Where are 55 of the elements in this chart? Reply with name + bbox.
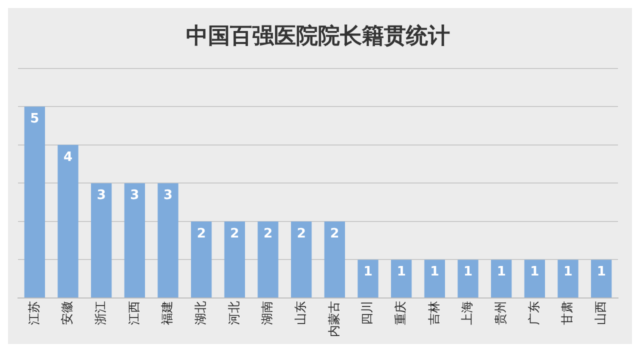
bar: [24, 106, 45, 298]
x-tick-label: 贵州: [493, 301, 508, 325]
data-label: 2: [296, 226, 306, 242]
x-tick-label: 重庆: [393, 301, 408, 325]
data-label: 2: [230, 226, 240, 242]
data-label: 1: [396, 264, 406, 280]
x-tick-label: 广东: [526, 301, 541, 325]
bar: [391, 260, 412, 298]
bar: [224, 221, 245, 298]
x-tick-label: 山东: [293, 301, 308, 325]
bar: [191, 221, 212, 298]
x-tick-label: 吉林: [426, 301, 441, 325]
data-label: 3: [130, 188, 140, 204]
bar: [91, 183, 112, 298]
bar: [524, 260, 545, 298]
bar: [424, 260, 445, 298]
x-tick-label: 湖南: [260, 301, 274, 325]
x-tick-label: 四川: [360, 301, 374, 325]
x-tick-label: 湖北: [193, 301, 208, 325]
bar: [358, 260, 378, 298]
data-label: 2: [196, 226, 206, 242]
bar: [324, 221, 345, 298]
bar: [58, 144, 78, 298]
data-label: 1: [430, 264, 440, 280]
bar: [491, 260, 512, 298]
data-label: 1: [596, 264, 606, 280]
data-label: 2: [263, 226, 273, 242]
data-label: 5: [30, 112, 40, 127]
x-tick-label: 福建: [160, 301, 174, 325]
x-tick-label: 江苏: [26, 301, 41, 325]
data-label: 3: [96, 188, 106, 204]
bar: [124, 183, 145, 298]
bar: [558, 260, 578, 298]
data-label: 1: [563, 264, 573, 280]
data-label: 3: [163, 188, 173, 204]
x-tick-label: 江西: [126, 301, 141, 325]
bar: [158, 183, 178, 298]
x-tick-label: 上海: [460, 301, 474, 325]
bar: [458, 260, 478, 298]
data-label: 1: [530, 264, 540, 280]
data-label: 1: [463, 264, 473, 280]
chart-title: 中国百强医院院长籍贯统计: [186, 22, 450, 49]
x-tick-label: 甘肃: [560, 301, 574, 325]
x-tick-label: 山西: [593, 301, 608, 325]
bar: [258, 221, 278, 298]
bar: [591, 260, 612, 298]
data-label: 1: [363, 264, 373, 280]
x-tick-label: 内蒙古: [326, 301, 341, 337]
x-tick-label: 河北: [226, 301, 241, 325]
data-label: 2: [330, 226, 340, 242]
bar: [291, 221, 312, 298]
x-tick-label: 浙江: [93, 301, 108, 325]
data-label: 4: [63, 150, 73, 165]
data-label: 1: [496, 264, 506, 280]
x-tick-label: 安徽: [60, 301, 74, 325]
